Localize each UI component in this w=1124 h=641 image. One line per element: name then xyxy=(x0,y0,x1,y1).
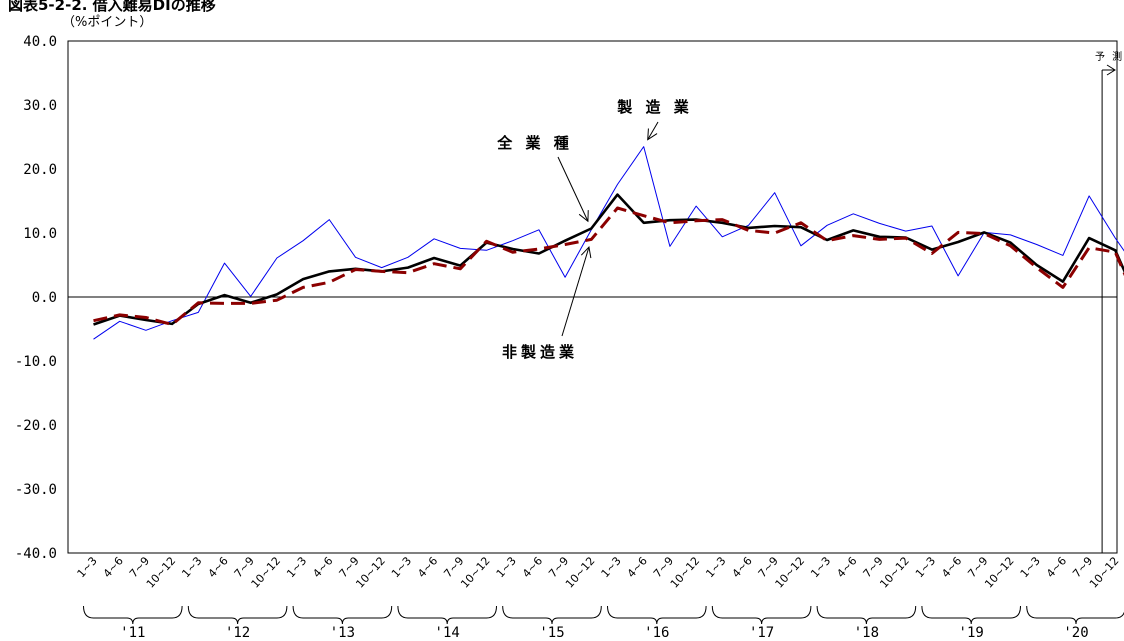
annotation-leader xyxy=(561,246,590,337)
y-tick-label: 10.0 xyxy=(23,226,57,242)
y-tick-label: -20.0 xyxy=(15,418,57,434)
annotation-arrowhead xyxy=(580,245,592,259)
x-tick-label: 4~6 xyxy=(310,554,335,580)
x-tick-label: 10~12 xyxy=(563,554,598,590)
forecast-label: 予 測 xyxy=(1095,50,1124,63)
x-tick-label: 10~12 xyxy=(249,554,284,590)
x-tick-label: 4~6 xyxy=(415,554,440,580)
year-brace xyxy=(83,605,183,625)
year-brace xyxy=(502,605,602,625)
year-brace xyxy=(921,605,1021,625)
annotation-arrowhead xyxy=(647,128,658,141)
year-label: '11 xyxy=(120,625,145,641)
x-axis: 1~3 4~6 7~910~12 1~3 4~6 7~910~12 1~3 4~6 7~910~… xyxy=(75,554,1124,641)
x-tick-label: 1~3 xyxy=(1018,554,1043,580)
x-tick-label: 4~6 xyxy=(101,554,126,580)
annotation-label: 全 業 種 xyxy=(496,134,572,152)
annotation-leader xyxy=(557,156,589,222)
year-label: '15 xyxy=(539,625,564,641)
x-tick-label: 4~6 xyxy=(939,554,964,580)
x-tick-label: 1~3 xyxy=(284,554,309,580)
year-brace xyxy=(607,605,707,625)
x-tick-label: 10~12 xyxy=(877,554,912,590)
y-tick-label: 30.0 xyxy=(23,98,57,114)
year-brace xyxy=(1026,605,1124,625)
forecast-marker: 予 測 xyxy=(1095,50,1124,553)
chart-title: 図表5-2-2. 借入難易DIの推移 xyxy=(8,0,216,14)
year-label: '12 xyxy=(225,625,250,641)
x-tick-label: 4~6 xyxy=(625,554,650,580)
x-tick-label: 10~12 xyxy=(1087,554,1122,590)
x-tick-label: 10~12 xyxy=(144,554,179,590)
year-label: '17 xyxy=(749,625,774,641)
year-label: '13 xyxy=(330,625,355,641)
forecast-arrow-head xyxy=(1106,64,1116,76)
x-tick-label: 1~3 xyxy=(389,554,414,580)
year-brace xyxy=(397,605,497,625)
x-tick-label: 4~6 xyxy=(1044,554,1069,580)
year-label: '19 xyxy=(959,625,984,641)
year-label: '18 xyxy=(854,625,879,641)
y-tick-label: -40.0 xyxy=(15,546,57,562)
series-line-2 xyxy=(93,193,1124,326)
y-tick-label: -30.0 xyxy=(15,482,57,498)
year-label: '16 xyxy=(644,625,669,641)
y-tick-label: 0.0 xyxy=(32,290,57,306)
x-tick-label: 4~6 xyxy=(520,554,545,580)
y-tick-label: -10.0 xyxy=(15,354,57,370)
annotation-label: 製 造 業 xyxy=(616,98,692,116)
x-tick-label: 10~12 xyxy=(353,554,388,590)
year-brace xyxy=(816,605,917,625)
x-tick-label: 1~3 xyxy=(913,554,938,580)
year-brace xyxy=(187,605,288,625)
annotation-label: 非製造業 xyxy=(502,343,578,361)
x-tick-label: 1~3 xyxy=(494,554,519,580)
x-tick-label: 4~6 xyxy=(206,554,231,580)
x-tick-label: 1~3 xyxy=(703,554,728,580)
y-axis-label: （%ポイント） xyxy=(62,15,152,30)
series-group xyxy=(93,146,1124,340)
series-line-3 xyxy=(93,206,1124,326)
y-tick-label: 20.0 xyxy=(23,162,57,178)
x-tick-label: 10~12 xyxy=(982,554,1017,590)
x-tick-label: 10~12 xyxy=(668,554,703,590)
year-label: '14 xyxy=(435,625,460,641)
year-label: '20 xyxy=(1063,625,1088,641)
x-tick-label: 4~6 xyxy=(730,554,755,580)
series-line-1 xyxy=(93,146,1124,340)
x-tick-label: 10~12 xyxy=(458,554,493,590)
annotation-leader xyxy=(647,121,659,140)
y-tick-label: 40.0 xyxy=(23,34,57,50)
annotation-arrowhead xyxy=(578,210,589,223)
year-brace xyxy=(711,605,812,625)
x-tick-label: 1~3 xyxy=(75,554,100,580)
year-brace xyxy=(292,605,393,625)
x-tick-label: 1~3 xyxy=(599,554,624,580)
x-tick-label: 4~6 xyxy=(834,554,859,580)
y-tick-labels: 40.0 30.0 20.0 10.0 0.0 -10.0 -20.0 -30.0 -40.0 xyxy=(15,34,57,562)
x-tick-label: 10~12 xyxy=(773,554,808,590)
x-tick-label: 1~3 xyxy=(808,554,833,580)
x-tick-label: 1~3 xyxy=(179,554,204,580)
